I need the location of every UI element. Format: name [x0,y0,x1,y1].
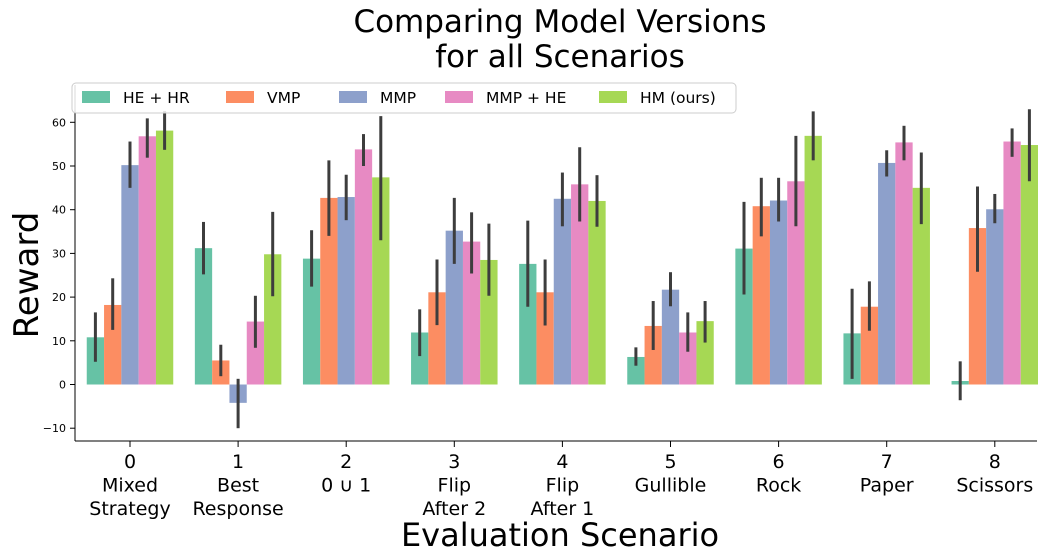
legend-swatch [82,91,110,103]
y-tick-label: −10 [43,422,66,435]
y-tick-label: 20 [52,291,66,304]
bar [968,228,987,385]
x-tick-label: Gullible [635,475,707,497]
x-tick-label: 2 [340,451,352,473]
legend-swatch [339,91,367,103]
x-tick-label: Flip [438,475,472,497]
x-tick-label: Rock [756,475,801,497]
y-tick-label: 30 [52,247,66,260]
bar [121,165,139,385]
x-tick-label: 4 [556,451,568,473]
chart-title-line: for all Scenarios [435,39,684,75]
x-tick-label: Paper [860,475,914,497]
bar [445,230,463,385]
chart-title-line: Comparing Model Versions [353,4,766,40]
legend-swatch [445,91,473,103]
bar [536,292,554,385]
x-tick-label: Scissors [956,475,1033,497]
bar [661,289,680,385]
y-tick-label: 40 [52,204,66,217]
bar [679,332,697,385]
legend-label: HM (ours) [640,89,716,107]
legend-swatch [226,91,254,103]
bar [878,162,896,385]
bar [302,258,321,385]
bar [138,136,156,385]
bar [354,149,373,385]
bar [627,356,645,385]
bar [480,259,498,385]
legend-label: HE + HR [123,89,190,107]
x-tick-label: Mixed [102,475,158,497]
y-tick-label: 50 [52,160,66,173]
bar [769,200,788,385]
y-axis-ticks: −10 0 10 20 30 40 50 60 [43,116,75,435]
error-bars [93,109,1031,429]
bar [337,197,355,385]
bar [752,206,770,385]
bar [372,177,390,385]
bar [428,292,446,385]
legend-swatch [599,91,627,103]
x-tick-label: Best [217,475,259,497]
y-axis-label: Reward [7,212,47,339]
x-tick-label: 0 ∪ 1 [321,475,371,497]
x-tick-label: After 2 [422,498,486,520]
bar [735,248,753,385]
x-tick-label: 0 [124,451,136,473]
x-tick-label: 1 [232,451,244,473]
legend-label: VMP [267,89,300,107]
x-tick-label: 3 [448,451,460,473]
bar [553,198,572,385]
bar [462,241,481,385]
x-axis-label: Evaluation Scenario [401,516,719,552]
x-tick-label: 7 [881,451,893,473]
bar [104,304,122,385]
bars [86,130,1038,403]
bar [155,130,174,385]
bar [588,200,606,385]
legend-frame [71,82,737,114]
bar [986,209,1004,385]
bar [246,321,265,385]
axes [74,85,1037,442]
y-tick-label: 0 [59,379,66,392]
bar [264,254,282,385]
bar [860,306,879,385]
bar [320,197,338,385]
bar [571,184,589,385]
x-tick-label: 5 [664,451,676,473]
legend-label: MMP [380,89,416,107]
bar [1020,145,1038,385]
legend-label: MMP + HE [486,89,566,107]
bar [411,332,429,385]
y-tick-label: 60 [52,116,66,129]
x-tick-label: After 1 [531,498,595,520]
x-tick-label: 6 [773,451,785,473]
x-tick-label: Response [192,498,283,520]
bar [1003,141,1021,385]
bar [912,187,930,385]
bar [696,321,714,385]
bar [194,248,213,385]
x-tick-label: Flip [546,475,580,497]
bar [895,142,913,385]
bar [787,181,805,385]
legend: HE + HR VMP MMP MMP + HE HM (ours) [71,82,737,114]
x-tick-label: 8 [989,451,1001,473]
y-tick-label: 10 [52,335,66,348]
x-tick-label: Strategy [89,498,170,520]
bar [804,135,822,385]
bar [519,263,537,385]
bar [644,325,662,385]
